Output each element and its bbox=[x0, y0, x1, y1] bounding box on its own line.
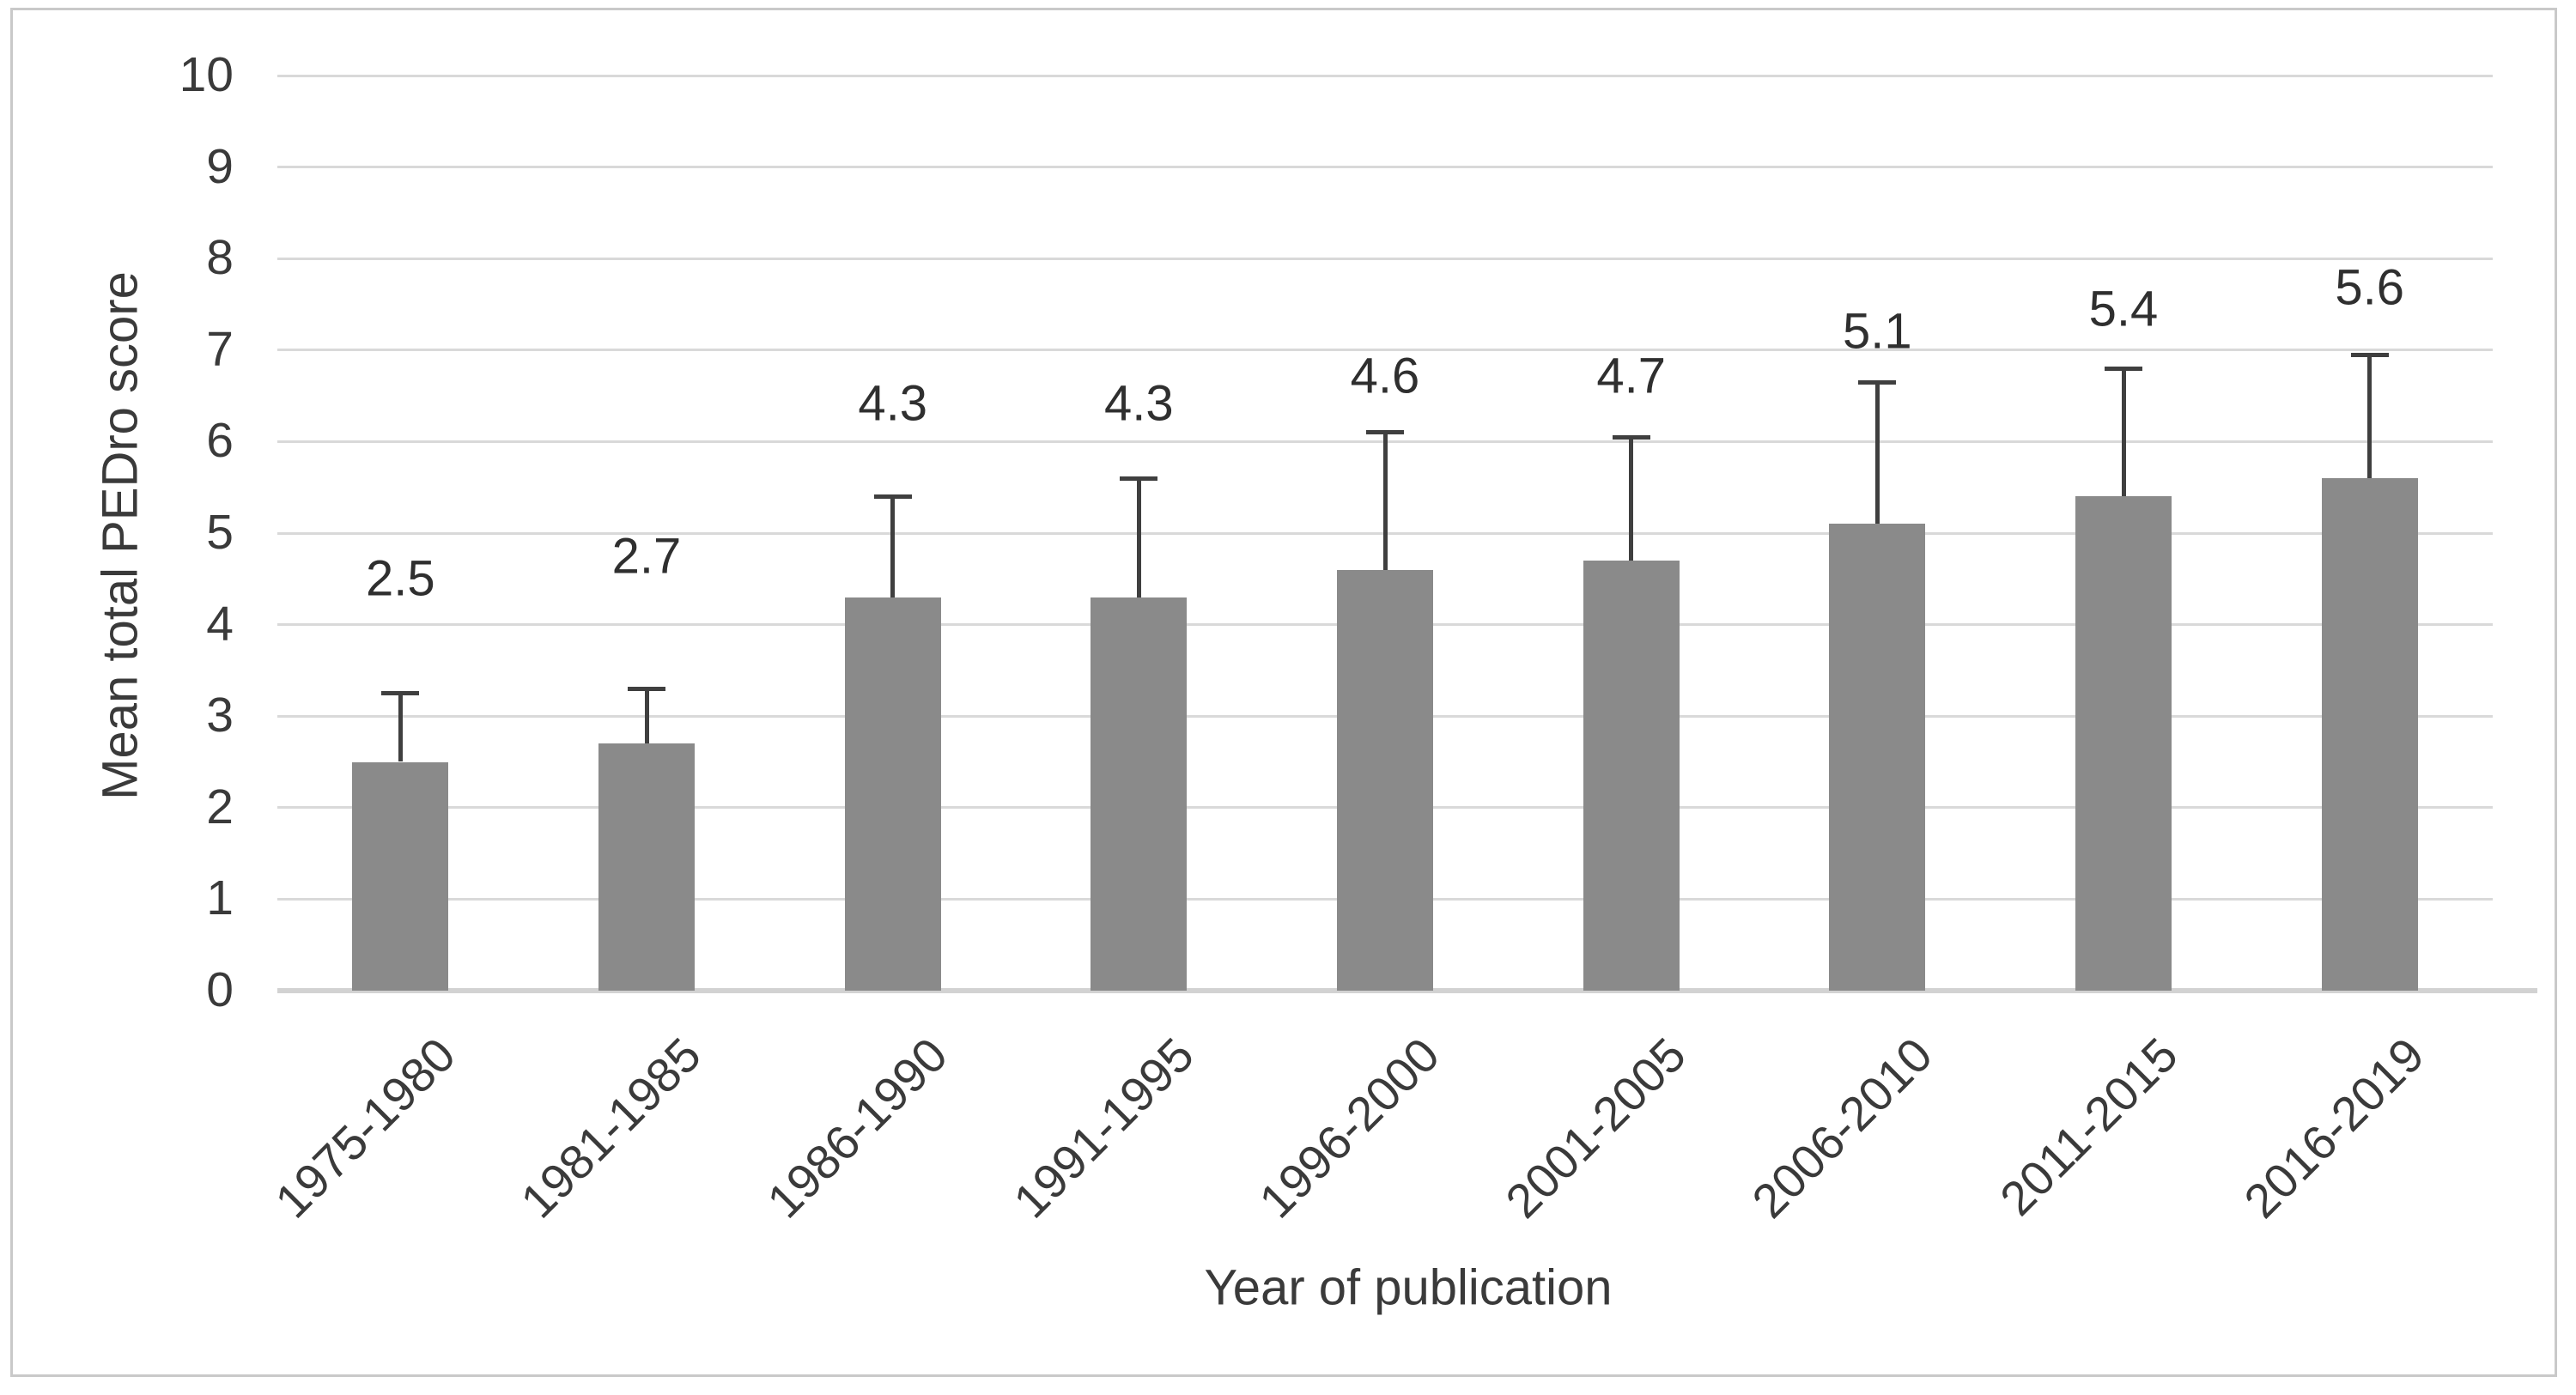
y-tick-label: 5 bbox=[206, 505, 234, 560]
bar bbox=[2075, 496, 2172, 991]
bar-value-label: 4.6 bbox=[1350, 348, 1420, 404]
y-tick-label: 2 bbox=[206, 779, 234, 834]
y-tick-label: 7 bbox=[206, 321, 234, 377]
error-bar-stem bbox=[1874, 382, 1880, 525]
error-bar-stem bbox=[1382, 432, 1388, 570]
bar bbox=[352, 761, 449, 991]
y-axis-title: Mean total PEDro score bbox=[92, 271, 149, 800]
x-axis-line bbox=[277, 988, 2537, 993]
error-bar-stem bbox=[1136, 478, 1141, 597]
error-bar-stem bbox=[1629, 437, 1634, 561]
figure-border bbox=[10, 8, 2557, 1377]
bar-value-label: 4.3 bbox=[858, 375, 927, 432]
error-bar-cap bbox=[873, 494, 912, 499]
error-bar-cap bbox=[2105, 366, 2142, 371]
error-bar-cap bbox=[1366, 430, 1404, 435]
bar-value-label: 5.1 bbox=[1843, 303, 1912, 360]
bar bbox=[2321, 478, 2418, 991]
bar-value-label: 5.6 bbox=[2335, 259, 2404, 316]
bar bbox=[598, 743, 695, 991]
error-bar-cap bbox=[1120, 476, 1158, 481]
bar bbox=[1091, 597, 1188, 991]
error-bar-stem bbox=[644, 688, 649, 744]
bar bbox=[1583, 560, 1680, 991]
bar-value-label: 5.4 bbox=[2088, 281, 2159, 337]
x-axis-title: Year of publication bbox=[1204, 1259, 1613, 1316]
bar-value-label: 4.7 bbox=[1596, 348, 1666, 404]
error-bar-stem bbox=[2367, 355, 2372, 479]
error-bar-stem bbox=[398, 693, 403, 762]
bar-value-label: 4.3 bbox=[1104, 375, 1174, 432]
gridline bbox=[277, 349, 2493, 352]
bar bbox=[844, 597, 941, 991]
gridline bbox=[277, 74, 2493, 77]
y-tick-label: 3 bbox=[206, 688, 234, 743]
y-tick-label: 1 bbox=[206, 870, 234, 926]
bar bbox=[1829, 524, 1926, 991]
error-bar-cap bbox=[2350, 352, 2389, 357]
error-bar-cap bbox=[381, 691, 420, 696]
error-bar-stem bbox=[890, 496, 896, 597]
y-tick-label: 8 bbox=[206, 230, 234, 286]
error-bar-cap bbox=[1858, 379, 1897, 385]
error-bar-cap bbox=[1612, 434, 1650, 440]
bar bbox=[1337, 569, 1433, 991]
y-tick-label: 9 bbox=[206, 138, 234, 194]
y-tick-label: 6 bbox=[206, 413, 234, 469]
y-tick-label: 10 bbox=[179, 47, 234, 102]
plot-area: 2.5 2.7 4.3 4.3 4.6 4.7 5.1 5.4 5.6 bbox=[277, 74, 2537, 993]
bar-value-label: 2.7 bbox=[611, 528, 682, 585]
y-tick-label: 0 bbox=[206, 962, 234, 1017]
error-bar-cap bbox=[628, 686, 665, 691]
error-bar-stem bbox=[2121, 368, 2126, 497]
bar-value-label: 2.5 bbox=[366, 550, 435, 607]
y-tick-label: 4 bbox=[206, 596, 234, 652]
gridline bbox=[277, 257, 2493, 260]
gridline bbox=[277, 166, 2493, 169]
